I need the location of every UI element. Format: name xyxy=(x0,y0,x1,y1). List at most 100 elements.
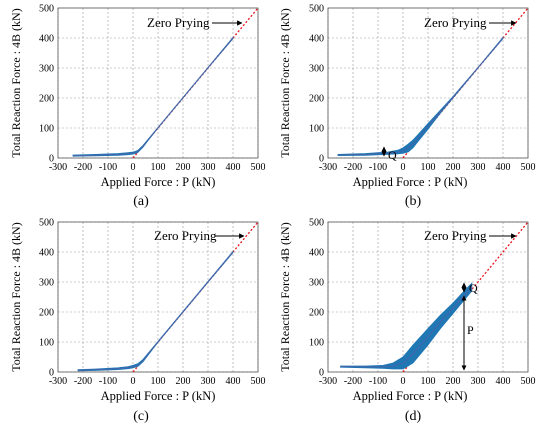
y-tick-label: 100 xyxy=(309,124,324,135)
x-tick-label: 200 xyxy=(446,162,461,173)
x-tick-label: 0 xyxy=(131,376,136,387)
x-tick-label: -100 xyxy=(369,376,387,387)
x-tick-label: 400 xyxy=(226,376,241,387)
x-axis-label: Applied Force : P (kN) xyxy=(353,389,468,403)
y-tick-label: 200 xyxy=(309,308,324,319)
x-tick-label: 500 xyxy=(521,376,536,387)
x-tick-label: 500 xyxy=(251,376,266,387)
x-tick-label: -300 xyxy=(49,162,67,173)
x-tick-label: -100 xyxy=(99,162,117,173)
y-tick-label: 400 xyxy=(39,248,54,259)
x-tick-label: -300 xyxy=(49,376,67,387)
plot-frame xyxy=(327,221,529,373)
x-tick-label: 0 xyxy=(401,162,406,173)
zero-prying-label: Zero Prying xyxy=(154,228,217,243)
zero-prying-label: Zero Prying xyxy=(424,15,487,30)
plot-frame xyxy=(327,7,529,159)
y-axis-label: Total Reaction Force : 4B (kN) xyxy=(9,8,23,157)
x-tick-label: 400 xyxy=(496,376,511,387)
x-tick-label: 400 xyxy=(226,162,241,173)
tick-labels: -300 -200 -100 0 100 200 300 400 500 0 100 200 300 40… xyxy=(309,218,536,388)
x-axis-label: Applied Force : P (kN) xyxy=(101,389,216,403)
y-tick-label: 0 xyxy=(49,154,54,165)
reaction-mean-line xyxy=(72,37,234,156)
grid-lines xyxy=(57,221,259,373)
y-tick-label: 0 xyxy=(319,368,324,379)
reaction-mean-line xyxy=(340,286,473,368)
y-tick-label: 100 xyxy=(39,338,54,349)
tick-labels: -300 -200 -100 0 100 200 300 400 500 0 100 200 300 40… xyxy=(39,4,266,174)
reaction-mean-line xyxy=(77,251,234,371)
x-tick-label: -300 xyxy=(319,376,337,387)
y-tick-label: 200 xyxy=(309,94,324,105)
y-axis-label: Total Reaction Force : 4B (kN) xyxy=(278,222,292,371)
panel-d: -300 -200 -100 0 100 200 300 400 500 0 100 200 300 40… xyxy=(278,218,536,425)
reaction-band xyxy=(77,221,259,373)
q-label: Q xyxy=(469,281,478,295)
x-tick-label: 100 xyxy=(151,376,166,387)
x-tick-label: -100 xyxy=(369,162,387,173)
x-tick-label: 300 xyxy=(201,376,216,387)
x-tick-label: 500 xyxy=(521,162,536,173)
reaction-band xyxy=(72,7,259,159)
x-tick-label: -100 xyxy=(99,376,117,387)
y-tick-label: 500 xyxy=(309,218,324,229)
y-tick-label: 300 xyxy=(309,64,324,75)
x-tick-label: 0 xyxy=(401,376,406,387)
panel-label: (d) xyxy=(405,409,422,424)
x-tick-label: 200 xyxy=(446,376,461,387)
y-axis-label: Total Reaction Force : 4B (kN) xyxy=(278,8,292,157)
y-tick-label: 500 xyxy=(39,4,54,15)
reaction-band-area xyxy=(340,282,473,370)
y-tick-label: 200 xyxy=(39,94,54,105)
tick-labels: -300 -200 -100 0 100 200 300 400 500 0 100 200 300 40… xyxy=(309,4,536,174)
zero-prying-label: Zero Prying xyxy=(147,15,210,30)
x-tick-label: -200 xyxy=(344,376,362,387)
x-tick-label: 100 xyxy=(151,162,166,173)
y-tick-label: 400 xyxy=(309,34,324,45)
x-tick-label: 100 xyxy=(421,376,436,387)
x-tick-label: 300 xyxy=(201,162,216,173)
reaction-band-area xyxy=(72,36,234,157)
reaction-band-area xyxy=(77,250,234,372)
q-label: Q xyxy=(388,148,397,162)
panel-b: -300 -200 -100 0 100 200 300 400 500 0 100 200 300 40… xyxy=(278,4,536,210)
y-tick-label: 300 xyxy=(39,278,54,289)
y-tick-label: 100 xyxy=(309,338,324,349)
x-tick-label: 400 xyxy=(496,162,511,173)
panel-c: -300 -200 -100 0 100 200 300 400 500 0 100 200 300 40… xyxy=(9,218,266,425)
reaction-mean-line xyxy=(337,37,504,156)
y-tick-label: 500 xyxy=(309,4,324,15)
panel-a: -300 -200 -100 0 100 200 300 400 500 0 100 200 300 40… xyxy=(9,4,266,210)
x-tick-label: 200 xyxy=(176,376,191,387)
x-tick-label: -200 xyxy=(74,162,92,173)
y-tick-label: 300 xyxy=(309,278,324,289)
reaction-band xyxy=(337,7,529,159)
y-axis-label: Total Reaction Force : 4B (kN) xyxy=(9,222,23,371)
y-tick-label: 500 xyxy=(39,218,54,229)
y-tick-label: 0 xyxy=(49,368,54,379)
x-tick-label: 300 xyxy=(471,376,486,387)
y-tick-label: 400 xyxy=(39,34,54,45)
y-tick-label: 0 xyxy=(319,154,324,165)
x-tick-label: -200 xyxy=(74,376,92,387)
panel-label: (c) xyxy=(133,409,149,424)
x-axis-label: Applied Force : P (kN) xyxy=(101,175,216,189)
x-tick-label: -300 xyxy=(319,162,337,173)
x-tick-label: 0 xyxy=(131,162,136,173)
grid-lines xyxy=(57,7,259,159)
grid-lines xyxy=(327,7,529,159)
y-tick-label: 400 xyxy=(309,248,324,259)
p-label: P xyxy=(467,323,474,337)
x-tick-label: -200 xyxy=(344,162,362,173)
plot-frame xyxy=(57,221,259,373)
x-tick-label: 300 xyxy=(471,162,486,173)
plot-frame xyxy=(57,7,259,159)
x-axis-label: Applied Force : P (kN) xyxy=(353,175,468,189)
grid-lines xyxy=(327,221,529,373)
reaction-band xyxy=(340,221,529,373)
y-tick-label: 300 xyxy=(39,64,54,75)
reaction-band-area xyxy=(337,36,504,157)
tick-labels: -300 -200 -100 0 100 200 300 400 500 0 100 200 300 40… xyxy=(39,218,266,388)
